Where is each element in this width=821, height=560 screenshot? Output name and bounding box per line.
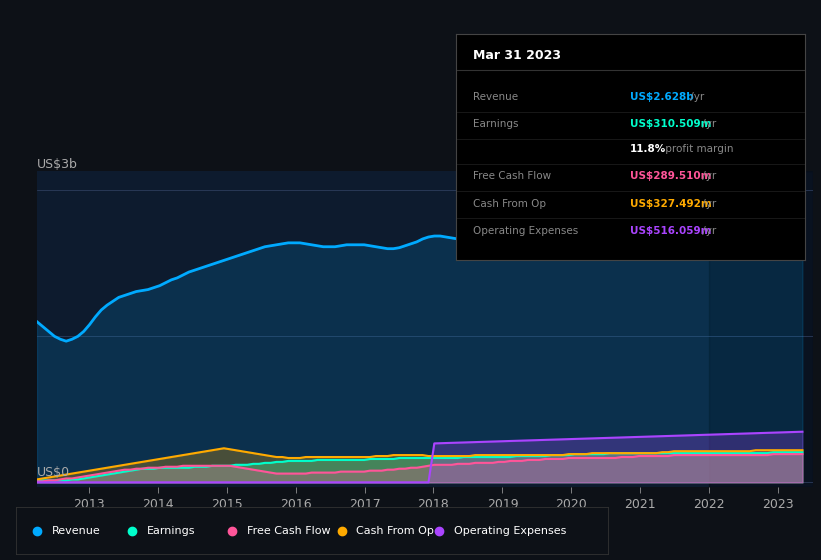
Text: Earnings: Earnings	[473, 119, 519, 129]
Text: US$3b: US$3b	[37, 158, 78, 171]
Text: 11.8%: 11.8%	[631, 144, 667, 154]
Text: /yr: /yr	[699, 199, 717, 209]
Text: Earnings: Earnings	[146, 526, 195, 535]
Text: US$289.510m: US$289.510m	[631, 171, 712, 181]
Bar	[709, 171, 813, 487]
Text: Operating Expenses: Operating Expenses	[454, 526, 566, 535]
Text: /yr: /yr	[699, 119, 717, 129]
Text: Free Cash Flow: Free Cash Flow	[473, 171, 551, 181]
Text: Cash From Op: Cash From Op	[356, 526, 434, 535]
Text: /yr: /yr	[699, 171, 717, 181]
Text: profit margin: profit margin	[662, 144, 733, 154]
Text: US$327.492m: US$327.492m	[631, 199, 712, 209]
Text: US$2.628b: US$2.628b	[631, 92, 694, 102]
Text: US$516.059m: US$516.059m	[631, 226, 712, 236]
Text: /yr: /yr	[699, 226, 717, 236]
Text: Cash From Op: Cash From Op	[473, 199, 546, 209]
Text: Revenue: Revenue	[473, 92, 518, 102]
Text: Mar 31 2023: Mar 31 2023	[473, 49, 561, 63]
Text: Operating Expenses: Operating Expenses	[473, 226, 578, 236]
Text: US$0: US$0	[37, 466, 70, 479]
Text: US$310.509m: US$310.509m	[631, 119, 712, 129]
Text: Free Cash Flow: Free Cash Flow	[247, 526, 331, 535]
Text: /yr: /yr	[686, 92, 704, 102]
Text: Revenue: Revenue	[52, 526, 101, 535]
